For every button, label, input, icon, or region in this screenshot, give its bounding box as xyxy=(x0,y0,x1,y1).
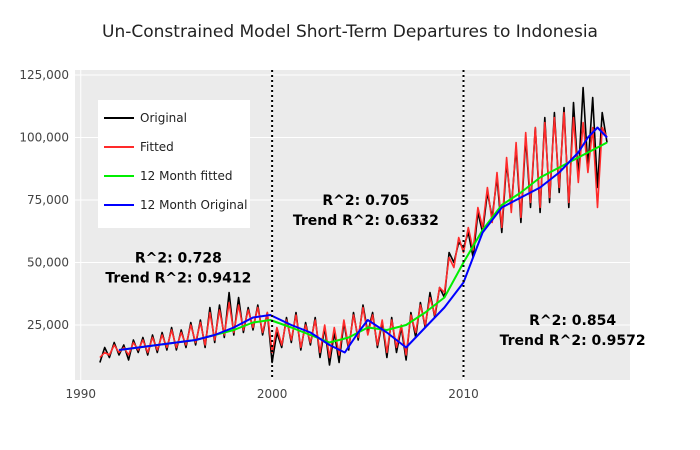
breakpoint-lines xyxy=(271,70,465,380)
annotation-text: Trend R^2: 0.6332 xyxy=(293,213,439,229)
x-axis-ticks: 1990 2000 2010 xyxy=(65,387,478,401)
legend-label[interactable]: 12 Month fitted xyxy=(140,169,232,183)
annotation-text: R^2: 0.728 xyxy=(135,251,222,267)
x-tick-label: 2000 xyxy=(257,387,288,401)
y-tick-label: 25,000 xyxy=(27,318,69,332)
annotations: R^2: 0.728 Trend R^2: 0.9412 R^2: 0.705 Tre… xyxy=(105,193,645,349)
legend-box xyxy=(98,100,250,228)
series-lines xyxy=(99,86,608,366)
series-line-12-month-original xyxy=(118,126,608,354)
y-tick-label: 50,000 xyxy=(27,256,69,270)
legend-label[interactable]: Fitted xyxy=(140,140,174,154)
y-tick-label: 100,000 xyxy=(19,131,69,145)
legend-label[interactable]: 12 Month Original xyxy=(140,198,247,212)
x-tick-label: 2010 xyxy=(448,387,479,401)
chart-title: Un-Constrained Model Short-Term Departur… xyxy=(102,22,598,42)
annotation-text: R^2: 0.705 xyxy=(322,193,409,209)
x-tick-label: 1990 xyxy=(65,387,96,401)
legend[interactable]: Original Fitted 12 Month fitted 12 Month Or… xyxy=(98,100,250,228)
y-tick-label: 125,000 xyxy=(19,68,69,82)
y-axis-ticks: 25,000 50,000 75,000 100,000 125,000 xyxy=(19,68,69,332)
annotation-text: R^2: 0.854 xyxy=(529,313,616,329)
legend-label[interactable]: Original xyxy=(140,111,187,125)
annotation-text: Trend R^2: 0.9572 xyxy=(500,333,646,349)
y-tick-label: 75,000 xyxy=(27,193,69,207)
annotation-text: Trend R^2: 0.9412 xyxy=(105,271,251,287)
